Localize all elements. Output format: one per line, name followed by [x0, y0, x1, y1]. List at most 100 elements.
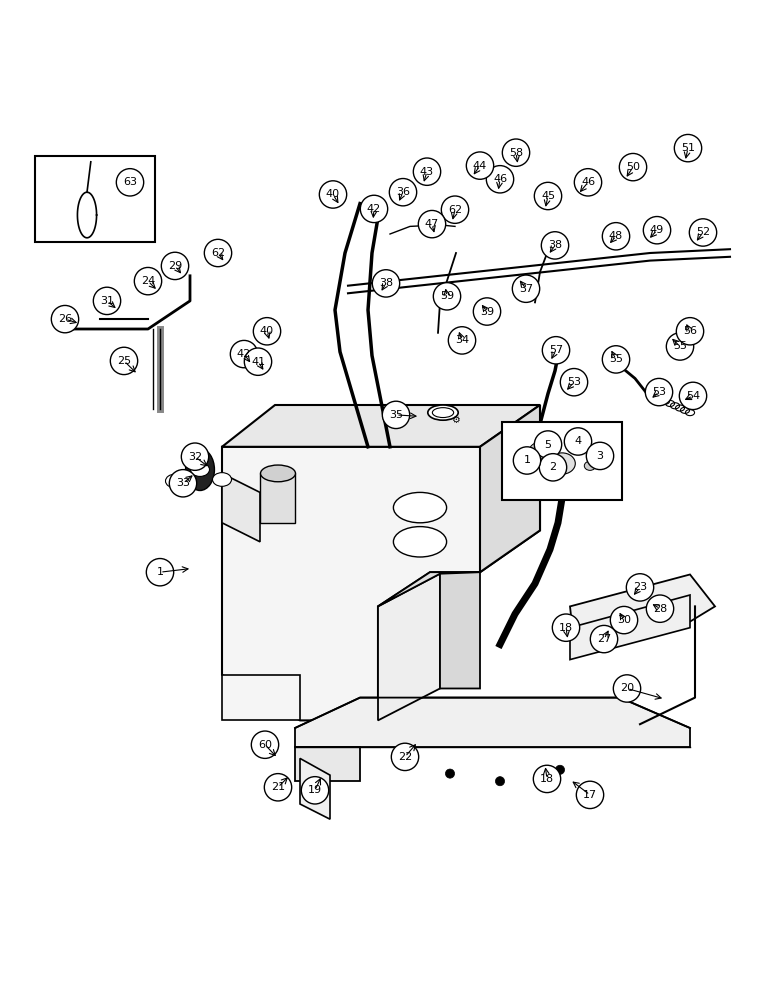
Text: 29: 29 [168, 261, 182, 271]
Text: 45: 45 [541, 191, 555, 201]
Text: 22: 22 [398, 752, 412, 762]
Text: 46: 46 [493, 174, 507, 184]
Polygon shape [480, 405, 540, 572]
Text: 23: 23 [633, 582, 647, 592]
Text: 24: 24 [141, 276, 155, 286]
Ellipse shape [191, 463, 210, 476]
Ellipse shape [213, 473, 232, 486]
Text: 54: 54 [686, 391, 700, 401]
Circle shape [586, 442, 613, 470]
Circle shape [161, 252, 188, 280]
Text: 57: 57 [549, 345, 563, 355]
Circle shape [147, 559, 174, 586]
Circle shape [230, 340, 258, 368]
Polygon shape [295, 747, 360, 781]
Text: 42: 42 [367, 204, 381, 214]
Text: 48: 48 [609, 231, 623, 241]
Circle shape [372, 270, 400, 297]
Text: 30: 30 [617, 615, 631, 625]
Circle shape [116, 169, 144, 196]
Circle shape [534, 765, 561, 793]
Text: 2: 2 [549, 462, 556, 472]
Circle shape [382, 401, 410, 429]
Circle shape [204, 239, 232, 267]
Circle shape [391, 743, 419, 771]
Circle shape [646, 595, 673, 622]
Circle shape [543, 337, 570, 364]
Circle shape [603, 223, 630, 250]
Text: 56: 56 [683, 326, 697, 336]
Circle shape [626, 574, 654, 601]
Circle shape [534, 182, 562, 210]
Circle shape [486, 166, 514, 193]
Bar [35, 156, 155, 242]
Circle shape [110, 347, 138, 375]
Polygon shape [378, 572, 480, 606]
Bar [502, 422, 622, 500]
Ellipse shape [428, 405, 458, 420]
Circle shape [418, 210, 445, 238]
Polygon shape [440, 572, 480, 688]
Ellipse shape [530, 442, 551, 459]
Text: 40: 40 [260, 326, 274, 336]
Circle shape [643, 217, 670, 244]
Circle shape [610, 606, 638, 634]
Text: 19: 19 [308, 785, 322, 795]
Circle shape [52, 305, 79, 333]
Circle shape [473, 298, 501, 325]
Circle shape [301, 777, 328, 804]
Polygon shape [222, 473, 260, 542]
Text: 41: 41 [251, 357, 265, 367]
Circle shape [252, 731, 279, 758]
Text: 51: 51 [681, 143, 695, 153]
Text: 58: 58 [509, 148, 523, 158]
Ellipse shape [549, 453, 575, 474]
Text: 47: 47 [425, 219, 439, 229]
Text: 20: 20 [620, 683, 634, 693]
Circle shape [467, 152, 494, 179]
Circle shape [513, 447, 540, 474]
Text: 18: 18 [559, 623, 573, 633]
Text: 1: 1 [524, 455, 530, 465]
Text: 44: 44 [473, 161, 487, 171]
Text: 46: 46 [581, 177, 595, 187]
Ellipse shape [432, 408, 454, 418]
Text: 62: 62 [211, 248, 225, 258]
Text: 32: 32 [188, 452, 202, 462]
Circle shape [540, 454, 567, 481]
Polygon shape [378, 574, 440, 720]
Polygon shape [222, 405, 540, 720]
Text: 62: 62 [448, 205, 462, 215]
Text: 38: 38 [548, 240, 562, 250]
Text: 26: 26 [58, 314, 72, 324]
Text: 21: 21 [271, 782, 285, 792]
Circle shape [534, 431, 562, 458]
Circle shape [556, 765, 565, 774]
Ellipse shape [584, 461, 596, 470]
Circle shape [679, 382, 707, 410]
Text: 3: 3 [597, 451, 603, 461]
Polygon shape [300, 758, 330, 819]
Circle shape [319, 181, 347, 208]
Text: 49: 49 [650, 225, 664, 235]
Circle shape [93, 287, 121, 315]
Circle shape [502, 139, 530, 166]
Circle shape [674, 134, 701, 162]
Text: 59: 59 [440, 291, 454, 301]
Text: 63: 63 [123, 177, 137, 187]
Circle shape [667, 333, 694, 360]
Circle shape [413, 158, 441, 185]
Circle shape [135, 267, 162, 295]
Text: 60: 60 [258, 740, 272, 750]
Circle shape [575, 169, 602, 196]
Text: 4: 4 [575, 436, 581, 446]
Text: 33: 33 [176, 478, 190, 488]
Ellipse shape [185, 449, 214, 490]
Circle shape [442, 196, 469, 223]
Ellipse shape [394, 527, 447, 557]
Circle shape [169, 470, 197, 497]
Circle shape [676, 318, 704, 345]
Text: 5: 5 [544, 440, 552, 450]
Circle shape [613, 675, 641, 702]
Text: 1: 1 [157, 567, 163, 577]
